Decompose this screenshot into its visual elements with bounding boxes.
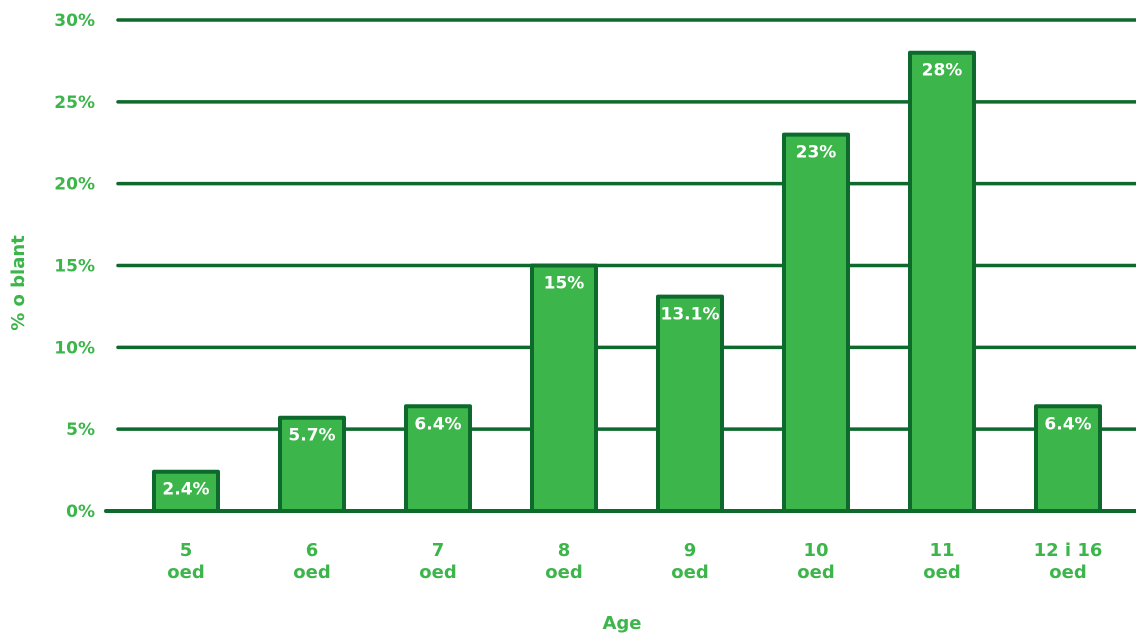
- bar: [1034, 404, 1102, 513]
- bar-value-label: 15%: [544, 274, 585, 294]
- bars: 2.4% 5.7% 6.4% 15% 13.1% 23% 28% 6.4%: [152, 50, 1102, 514]
- x-tick-label: 11: [929, 540, 954, 561]
- x-axis-title: Age: [602, 613, 641, 634]
- bar: [152, 469, 220, 513]
- y-tick-label: 20%: [54, 175, 95, 195]
- bar: [908, 50, 976, 513]
- y-tick-label: 5%: [66, 420, 95, 440]
- bar: [404, 404, 472, 513]
- x-tick-label: 10: [803, 540, 828, 561]
- bar-value-label: 13.1%: [661, 305, 720, 325]
- x-tick-label: oed: [545, 562, 582, 583]
- bar: [656, 294, 724, 514]
- x-tick-label: 7: [432, 540, 445, 561]
- bar-value-label: 2.4%: [162, 480, 209, 500]
- x-tick-label: oed: [797, 562, 834, 583]
- x-tick-label: 12 i 16: [1034, 540, 1103, 561]
- y-tick-label: 10%: [54, 338, 95, 358]
- y-tick-label: 30%: [54, 11, 95, 31]
- y-tick-label: 25%: [54, 93, 95, 113]
- y-tick-label: 0%: [66, 502, 95, 522]
- gridlines: [104, 18, 1136, 513]
- x-tick-label: oed: [419, 562, 456, 583]
- x-tick-label: oed: [293, 562, 330, 583]
- x-tick-label: oed: [923, 562, 960, 583]
- y-tick-label: 15%: [54, 257, 95, 277]
- bar-value-label: 5.7%: [288, 426, 335, 446]
- x-tick-label: oed: [167, 562, 204, 583]
- bar-value-label: 28%: [922, 61, 963, 81]
- x-tick-label: oed: [671, 562, 708, 583]
- bar-value-label: 6.4%: [414, 414, 461, 434]
- x-tick-label: 5: [180, 540, 193, 561]
- x-tick-label: 8: [558, 540, 571, 561]
- bar-value-label: 6.4%: [1044, 414, 1091, 434]
- x-tick-label: 6: [306, 540, 319, 561]
- bar-value-label: 23%: [796, 143, 837, 163]
- y-axis-ticks: 0% 5% 10% 15% 20% 25% 30%: [54, 11, 95, 522]
- x-tick-label: oed: [1049, 562, 1086, 583]
- bar: [530, 263, 598, 513]
- bar: [278, 415, 346, 513]
- x-tick-label: 9: [684, 540, 697, 561]
- bar: [782, 132, 850, 513]
- y-axis-title: % o blant: [8, 235, 29, 331]
